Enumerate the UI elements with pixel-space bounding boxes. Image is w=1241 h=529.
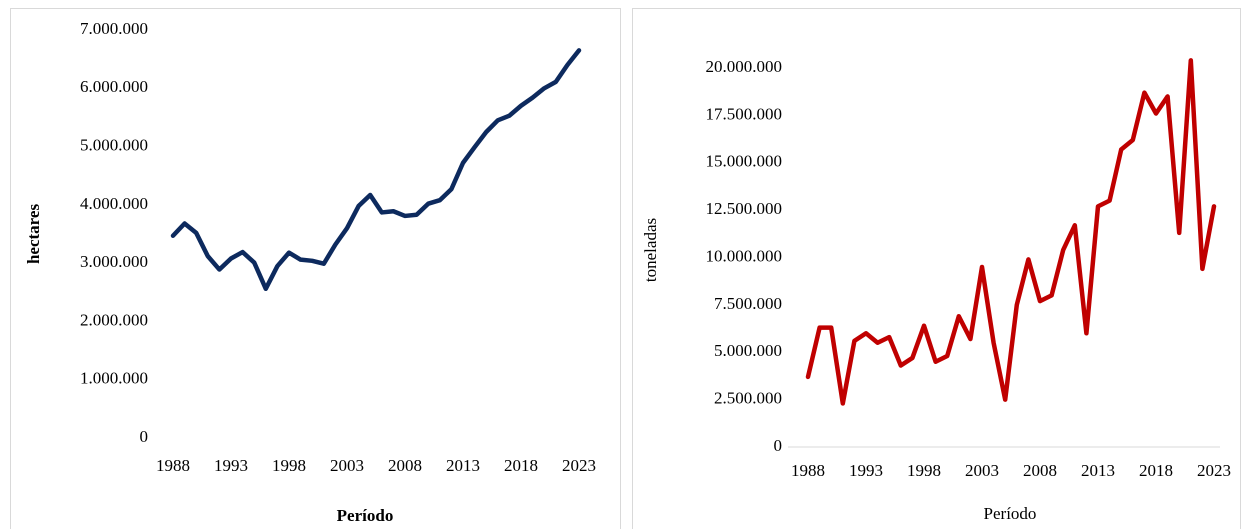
y-axis-label: toneladas (641, 218, 660, 282)
y-tick-label: 12.500.000 (706, 199, 783, 218)
y-tick-label: 3.000.000 (80, 252, 148, 271)
y-tick-label: 7.500.000 (714, 294, 782, 313)
x-tick-label: 2023 (562, 456, 596, 475)
x-tick-label: 2013 (1081, 461, 1115, 480)
panel-frame (632, 8, 1241, 529)
y-tick-label: 20.000.000 (706, 57, 783, 76)
x-axis-label: Período (984, 504, 1037, 523)
y-tick-label: 7.000.000 (80, 19, 148, 38)
x-tick-label: 2008 (388, 456, 422, 475)
y-tick-label: 17.500.000 (706, 104, 783, 123)
data-line (170, 48, 582, 292)
x-tick-label: 2018 (504, 456, 538, 475)
x-tick-label: 2008 (1023, 461, 1057, 480)
y-tick-label: 10.000.000 (706, 246, 783, 265)
x-tick-label: 2003 (330, 456, 364, 475)
y-tick-label: 5.000.000 (714, 341, 782, 360)
data-line (805, 58, 1217, 406)
x-tick-label: 1988 (156, 456, 190, 475)
x-tick-label: 2003 (965, 461, 999, 480)
panel-frame (10, 8, 621, 529)
y-tick-label: 15.000.000 (706, 152, 783, 171)
y-tick-label: 6.000.000 (80, 77, 148, 96)
y-tick-label: 0 (774, 436, 783, 455)
y-tick-label: 2.500.000 (714, 389, 782, 408)
x-tick-label: 1998 (272, 456, 306, 475)
y-tick-label: 5.000.000 (80, 135, 148, 154)
y-tick-label: 2.000.000 (80, 310, 148, 329)
y-axis-label: hectares (24, 204, 43, 264)
y-tick-label: 1.000.000 (80, 369, 148, 388)
x-tick-label: 2013 (446, 456, 480, 475)
y-tick-label: 0 (140, 427, 149, 446)
x-tick-label: 1988 (791, 461, 825, 480)
x-tick-label: 1993 (849, 461, 883, 480)
x-tick-label: 1998 (907, 461, 941, 480)
x-tick-label: 2023 (1197, 461, 1231, 480)
x-axis-label: Período (337, 506, 394, 525)
y-tick-label: 4.000.000 (80, 194, 148, 213)
x-tick-label: 2018 (1139, 461, 1173, 480)
x-tick-label: 1993 (214, 456, 248, 475)
